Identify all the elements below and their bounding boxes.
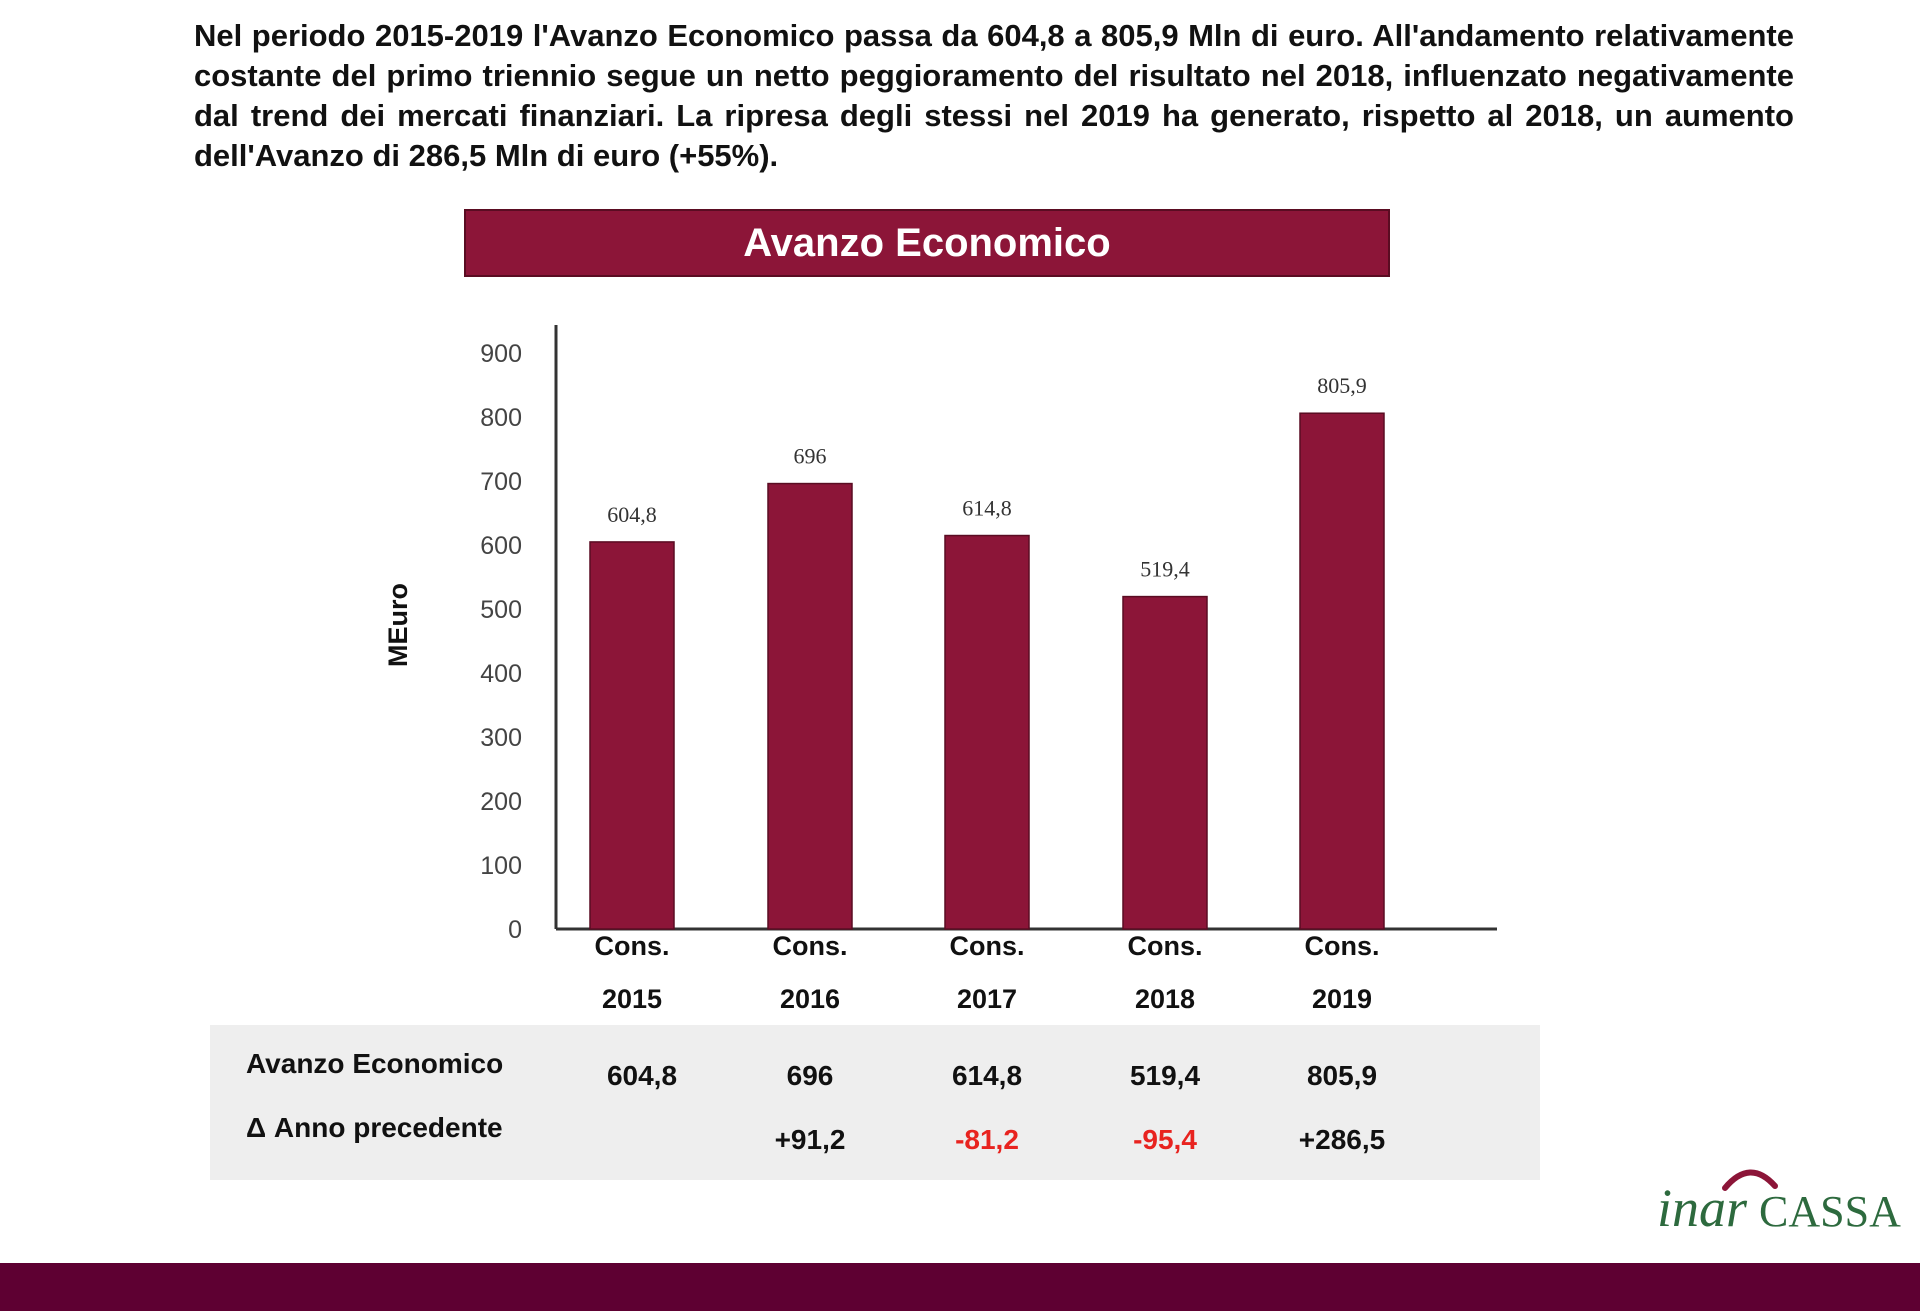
x-tick-label-line1: Cons.: [1127, 931, 1202, 961]
bar-value-label: 696: [794, 444, 827, 469]
table-cell: 696: [786, 1060, 834, 1091]
inarcassa-logo-mark: inar CASSA: [1657, 1169, 1901, 1238]
inarcassa-logo: inar CASSA: [1655, 1160, 1915, 1240]
bar-value-label: 604,8: [607, 502, 657, 527]
table-row-label: Δ Anno precedente: [246, 1112, 503, 1143]
intro-paragraph: Nel periodo 2015-2019 l'Avanzo Economico…: [194, 18, 1794, 173]
y-tick-label: 900: [480, 340, 522, 368]
x-tick-label-line2: 2015: [602, 984, 662, 1014]
x-tick-label-line1: Cons.: [949, 931, 1024, 961]
footer-bar: [0, 1263, 1920, 1311]
x-tick-label-line2: 2016: [780, 984, 840, 1014]
table-cell: 805,9: [1306, 1060, 1378, 1091]
chart-title: Avanzo Economico: [743, 220, 1111, 265]
x-tick-label-line2: 2019: [1312, 984, 1372, 1014]
y-tick-label: 500: [480, 596, 522, 624]
bar: [1299, 412, 1385, 930]
bar-value-label: 614,8: [962, 496, 1012, 521]
table-cell: 519,4: [1129, 1060, 1201, 1091]
x-tick-label-line1: Cons.: [594, 931, 669, 961]
table-cell: +286,5: [1298, 1124, 1386, 1155]
svg-text:inar: inar: [1657, 1178, 1748, 1238]
y-tick-label: 100: [480, 852, 522, 880]
y-tick-label: 0: [508, 916, 522, 944]
bar: [767, 482, 853, 930]
table-row-label: Avanzo Economico: [246, 1048, 504, 1079]
table-cell: -81,2: [955, 1124, 1019, 1155]
y-tick-label: 400: [480, 660, 522, 688]
bar-value-label: 805,9: [1317, 373, 1367, 398]
y-tick-label: 200: [480, 788, 522, 816]
bar-value-label: 519,4: [1140, 557, 1190, 582]
x-tick-label-line2: 2017: [957, 984, 1017, 1014]
y-tick-label: 600: [480, 532, 522, 560]
table-cell: 604,8: [606, 1060, 678, 1091]
bar: [1122, 595, 1208, 930]
y-axis-label: MEuro: [383, 583, 413, 667]
bar-chart: 0 100 200 300 400 500 600 700 800 900 MEuro 604,8 Co…: [383, 325, 1497, 1014]
x-tick-label-line1: Cons.: [772, 931, 847, 961]
bar: [589, 541, 675, 930]
x-tick-label-line1: Cons.: [1304, 931, 1379, 961]
table-cell: -95,4: [1133, 1124, 1197, 1155]
data-table: Avanzo Economico 604,8 696 614,8 519,4 805,9 Δ…: [210, 1025, 1540, 1180]
bar: [944, 534, 1030, 930]
svg-text:CASSA: CASSA: [1759, 1187, 1901, 1236]
x-tick-label-line2: 2018: [1135, 984, 1195, 1014]
y-tick-label: 700: [480, 468, 522, 496]
chart-title-banner: Avanzo Economico: [464, 209, 1390, 277]
y-tick-label: 300: [480, 724, 522, 752]
table-cell: +91,2: [774, 1124, 846, 1155]
table-cell: 614,8: [951, 1060, 1023, 1091]
y-tick-label: 800: [480, 404, 522, 432]
